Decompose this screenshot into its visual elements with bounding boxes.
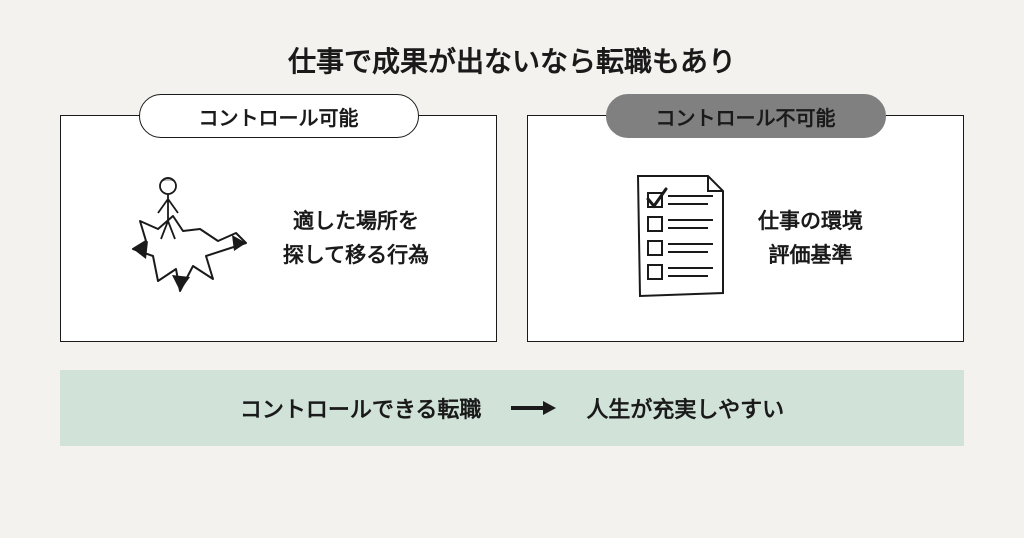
conclusion-bar: コントロールできる転職 人生が充実しやすい bbox=[60, 370, 964, 446]
panel-left-text: 適した場所を 探して移る行為 bbox=[283, 205, 429, 272]
person-crossroads-icon bbox=[128, 171, 258, 306]
pill-label: コントロール不可能 bbox=[656, 102, 836, 131]
panel-controllable: コントロール可能 bbox=[60, 115, 497, 342]
conclusion-right: 人生が充実しやすい bbox=[586, 392, 784, 424]
pill-uncontrollable: コントロール不可能 bbox=[606, 94, 886, 138]
panel-right-text: 仕事の環境 評価基準 bbox=[758, 205, 863, 272]
pill-label: コントロール可能 bbox=[199, 102, 359, 131]
panel-uncontrollable: コントロール不可能 bbox=[527, 115, 964, 342]
page-title: 仕事で成果が出ないなら転職もあり bbox=[288, 40, 736, 80]
panels-row: コントロール可能 bbox=[60, 115, 964, 342]
checklist-document-icon bbox=[628, 171, 733, 306]
arrow-right-icon bbox=[511, 401, 556, 415]
pill-controllable: コントロール可能 bbox=[139, 94, 419, 138]
conclusion-left: コントロールできる転職 bbox=[240, 392, 482, 424]
